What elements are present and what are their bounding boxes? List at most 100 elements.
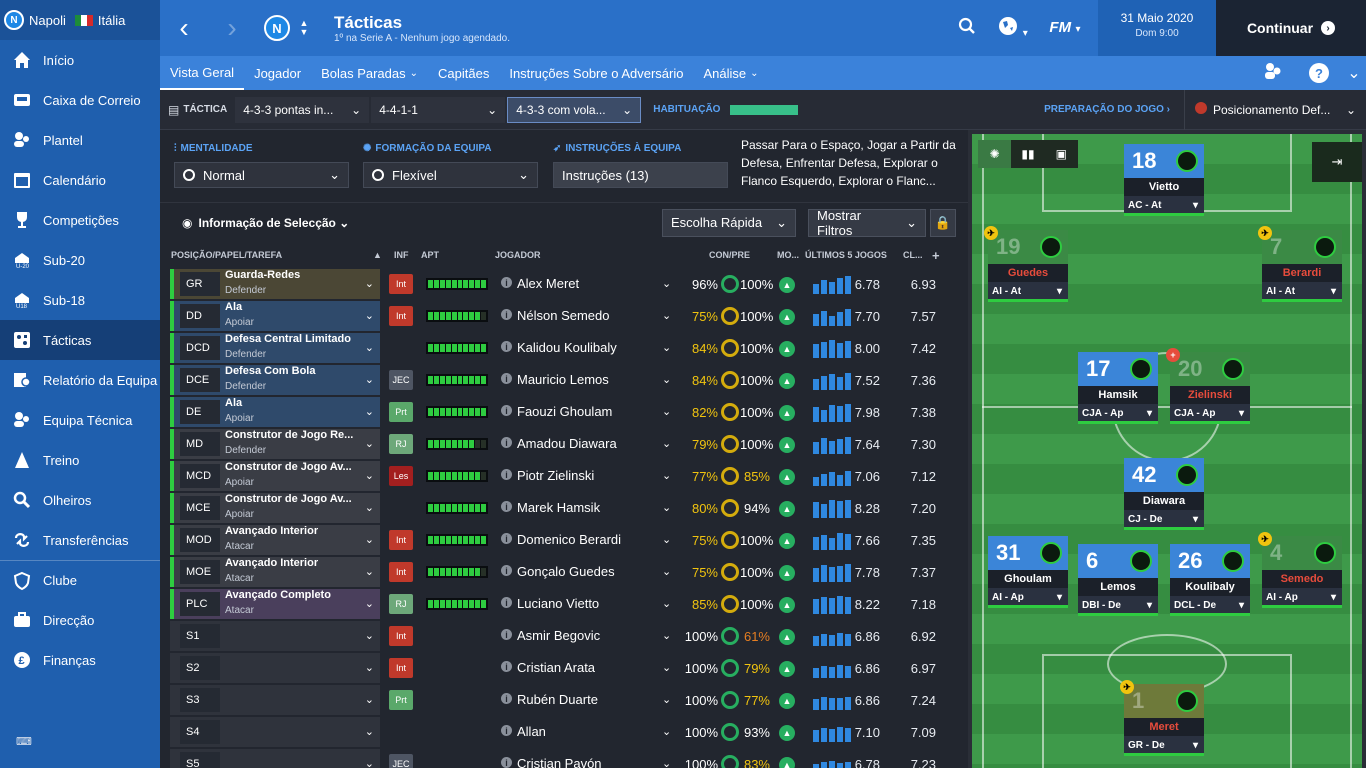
col-player[interactable]: JOGADOR: [495, 250, 541, 260]
chevron-down-icon[interactable]: ⌄: [364, 374, 374, 386]
pitch-player-card[interactable]: 31 Ghoulam AI - Ap: [988, 536, 1068, 608]
sidebar-item-inbox[interactable]: Caixa de Correio: [0, 80, 160, 120]
sidebar-item-home[interactable]: Início: [0, 40, 160, 80]
pitch-role-dropdown[interactable]: AI - At: [988, 282, 1068, 302]
table-row[interactable]: MOE Avançado Interior Atacar ⌄ Int i Gonçalo G…: [160, 556, 968, 588]
table-row[interactable]: MCE Construtor de Jogo Av... Apoiar ⌄ i Marek…: [160, 492, 968, 524]
player-name[interactable]: Rubén Duarte: [517, 692, 598, 707]
quick-pick-button[interactable]: Escolha Rápida ⌄: [662, 208, 796, 237]
info-icon[interactable]: i: [501, 501, 512, 512]
forward-arrow-icon[interactable]: ›: [227, 12, 237, 43]
pitch-player-card[interactable]: ✈ 7 Berardi AI - At: [1258, 226, 1342, 302]
col-last5[interactable]: ÚLTIMOS 5 JOGOS: [805, 250, 887, 260]
mentality-dropdown[interactable]: Normal ⌄: [174, 162, 349, 188]
info-icon[interactable]: i: [501, 565, 512, 576]
match-prep-dropdown[interactable]: Posicionamento Def... ⌄: [1184, 89, 1366, 130]
player-name[interactable]: Allan: [517, 724, 546, 739]
info-badge[interactable]: RJ: [389, 594, 413, 614]
info-icon[interactable]: i: [501, 693, 512, 704]
table-row[interactable]: DCE Defesa Com Bola Defender ⌄ JEC i Mauricio …: [160, 364, 968, 396]
pitch-player-card[interactable]: 42 Diawara CJ - De: [1124, 458, 1204, 530]
info-badge[interactable]: Int: [389, 274, 413, 294]
chevron-down-icon[interactable]: ⌄: [364, 758, 374, 768]
info-icon[interactable]: i: [501, 629, 512, 640]
chevron-down-icon[interactable]: ⌄: [364, 534, 374, 546]
selection-info-dropdown[interactable]: Informação de Selecção ⌄: [198, 216, 349, 230]
player-name[interactable]: Faouzi Ghoulam: [517, 404, 613, 419]
chevron-down-icon[interactable]: ⌄: [662, 694, 672, 706]
chevron-down-icon[interactable]: ⌄: [662, 374, 672, 386]
info-badge[interactable]: Prt: [389, 690, 413, 710]
chevron-down-icon[interactable]: ⌄: [662, 630, 672, 642]
sidebar-item-report[interactable]: Relatório da Equipa: [0, 360, 160, 400]
position-selector[interactable]: DD Ala Apoiar ⌄: [170, 301, 380, 331]
position-selector[interactable]: S4 ⌄: [170, 717, 380, 747]
tab-4[interactable]: Instruções Sobre o Adversário: [499, 56, 693, 90]
col-apt[interactable]: APT: [421, 250, 439, 260]
pitch-role-dropdown[interactable]: CJA - Ap: [1170, 404, 1250, 424]
player-card-icon[interactable]: ▣: [1055, 147, 1067, 161]
info-badge[interactable]: Int: [389, 658, 413, 678]
chevron-down-icon[interactable]: ⌄: [662, 598, 672, 610]
sidebar-item-board[interactable]: Direcção: [0, 600, 160, 640]
continue-button[interactable]: Continuar ›: [1216, 0, 1366, 56]
sidebar-item-tactics[interactable]: Tácticas: [0, 320, 160, 360]
search-icon[interactable]: [944, 17, 990, 40]
chevron-down-icon[interactable]: ⌄: [364, 662, 374, 674]
chevron-down-icon[interactable]: ⌄: [662, 726, 672, 738]
chevron-down-icon[interactable]: ⌄: [1347, 65, 1361, 82]
player-name[interactable]: Marek Hamsik: [517, 500, 601, 515]
col-cl[interactable]: CL...: [903, 250, 923, 260]
position-selector[interactable]: MOE Avançado Interior Atacar ⌄: [170, 557, 380, 587]
tab-2[interactable]: Bolas Paradas ⌄: [311, 56, 428, 90]
chevron-down-icon[interactable]: ⌄: [364, 406, 374, 418]
chevron-down-icon[interactable]: ⌄: [364, 470, 374, 482]
pitch-role-dropdown[interactable]: AI - At: [1262, 282, 1342, 302]
tab-0[interactable]: Vista Geral: [160, 56, 245, 90]
sidebar-item-trophy[interactable]: Competições: [0, 200, 160, 240]
chevron-down-icon[interactable]: ⌄: [662, 342, 672, 354]
player-name[interactable]: Cristian Pavón: [517, 756, 602, 768]
club-header[interactable]: N Napoli Itália: [0, 0, 160, 40]
pitch-player-card[interactable]: ✈ 4 Semedo AI - Ap: [1258, 532, 1342, 608]
position-selector[interactable]: DCD Defesa Central Limitado Defender ⌄: [170, 333, 380, 363]
col-position[interactable]: POSIÇÃO/PAPEL/TAREFA: [171, 250, 283, 260]
position-selector[interactable]: MD Construtor de Jogo Re... Defender ⌄: [170, 429, 380, 459]
chevron-down-icon[interactable]: ⌄: [364, 630, 374, 642]
match-prep-link[interactable]: PREPARAÇÃO DO JOGO ›: [1044, 104, 1170, 115]
pitch-player-card[interactable]: +20 Zielinski CJA - Ap: [1166, 348, 1250, 424]
info-icon[interactable]: i: [501, 725, 512, 736]
table-row[interactable]: MOD Avançado Interior Atacar ⌄ Int i Domenico …: [160, 524, 968, 556]
col-con-pre[interactable]: CON/PRE: [709, 250, 751, 260]
player-name[interactable]: Piotr Zielinski: [517, 468, 595, 483]
position-selector[interactable]: DCE Defesa Com Bola Defender ⌄: [170, 365, 380, 395]
player-name[interactable]: Domenico Berardi: [517, 532, 622, 547]
player-name[interactable]: Nélson Semedo: [517, 308, 610, 323]
sidebar-item-club[interactable]: Clube: [0, 560, 160, 600]
bar-chart-icon[interactable]: ▮▮: [1021, 147, 1035, 161]
sidebar-item-training[interactable]: Treino: [0, 440, 160, 480]
position-selector[interactable]: MOD Avançado Interior Atacar ⌄: [170, 525, 380, 555]
updown-icon[interactable]: ▲ ▼: [299, 18, 309, 37]
pitch-role-dropdown[interactable]: DCL - De: [1170, 596, 1250, 616]
tactic-slot-1[interactable]: 4-3-3 pontas in... ⌄: [235, 96, 370, 123]
info-icon[interactable]: i: [501, 533, 512, 544]
table-row[interactable]: MCD Construtor de Jogo Av... Apoiar ⌄ Les i Pi…: [160, 460, 968, 492]
col-morale[interactable]: MO...: [777, 250, 799, 260]
sidebar-item-staff[interactable]: Equipa Técnica: [0, 400, 160, 440]
chevron-down-icon[interactable]: ⌄: [662, 502, 672, 514]
info-badge[interactable]: Int: [389, 530, 413, 550]
tab-5[interactable]: Análise ⌄: [693, 56, 768, 90]
pitch-role-dropdown[interactable]: AI - Ap: [1262, 588, 1342, 608]
tab-3[interactable]: Capitães: [428, 56, 499, 90]
chevron-down-icon[interactable]: ⌄: [364, 566, 374, 578]
info-icon[interactable]: i: [501, 405, 512, 416]
overview-icon[interactable]: ✺: [978, 140, 1012, 168]
pitch-role-dropdown[interactable]: AC - At: [1124, 196, 1204, 216]
pitch-role-dropdown[interactable]: CJ - De: [1124, 510, 1204, 530]
chevron-down-icon[interactable]: ⌄: [662, 470, 672, 482]
player-name[interactable]: Kalidou Koulibaly: [517, 340, 617, 355]
player-name[interactable]: Mauricio Lemos: [517, 372, 609, 387]
chevron-down-icon[interactable]: ⌄: [364, 310, 374, 322]
chevron-down-icon[interactable]: ⌄: [662, 438, 672, 450]
